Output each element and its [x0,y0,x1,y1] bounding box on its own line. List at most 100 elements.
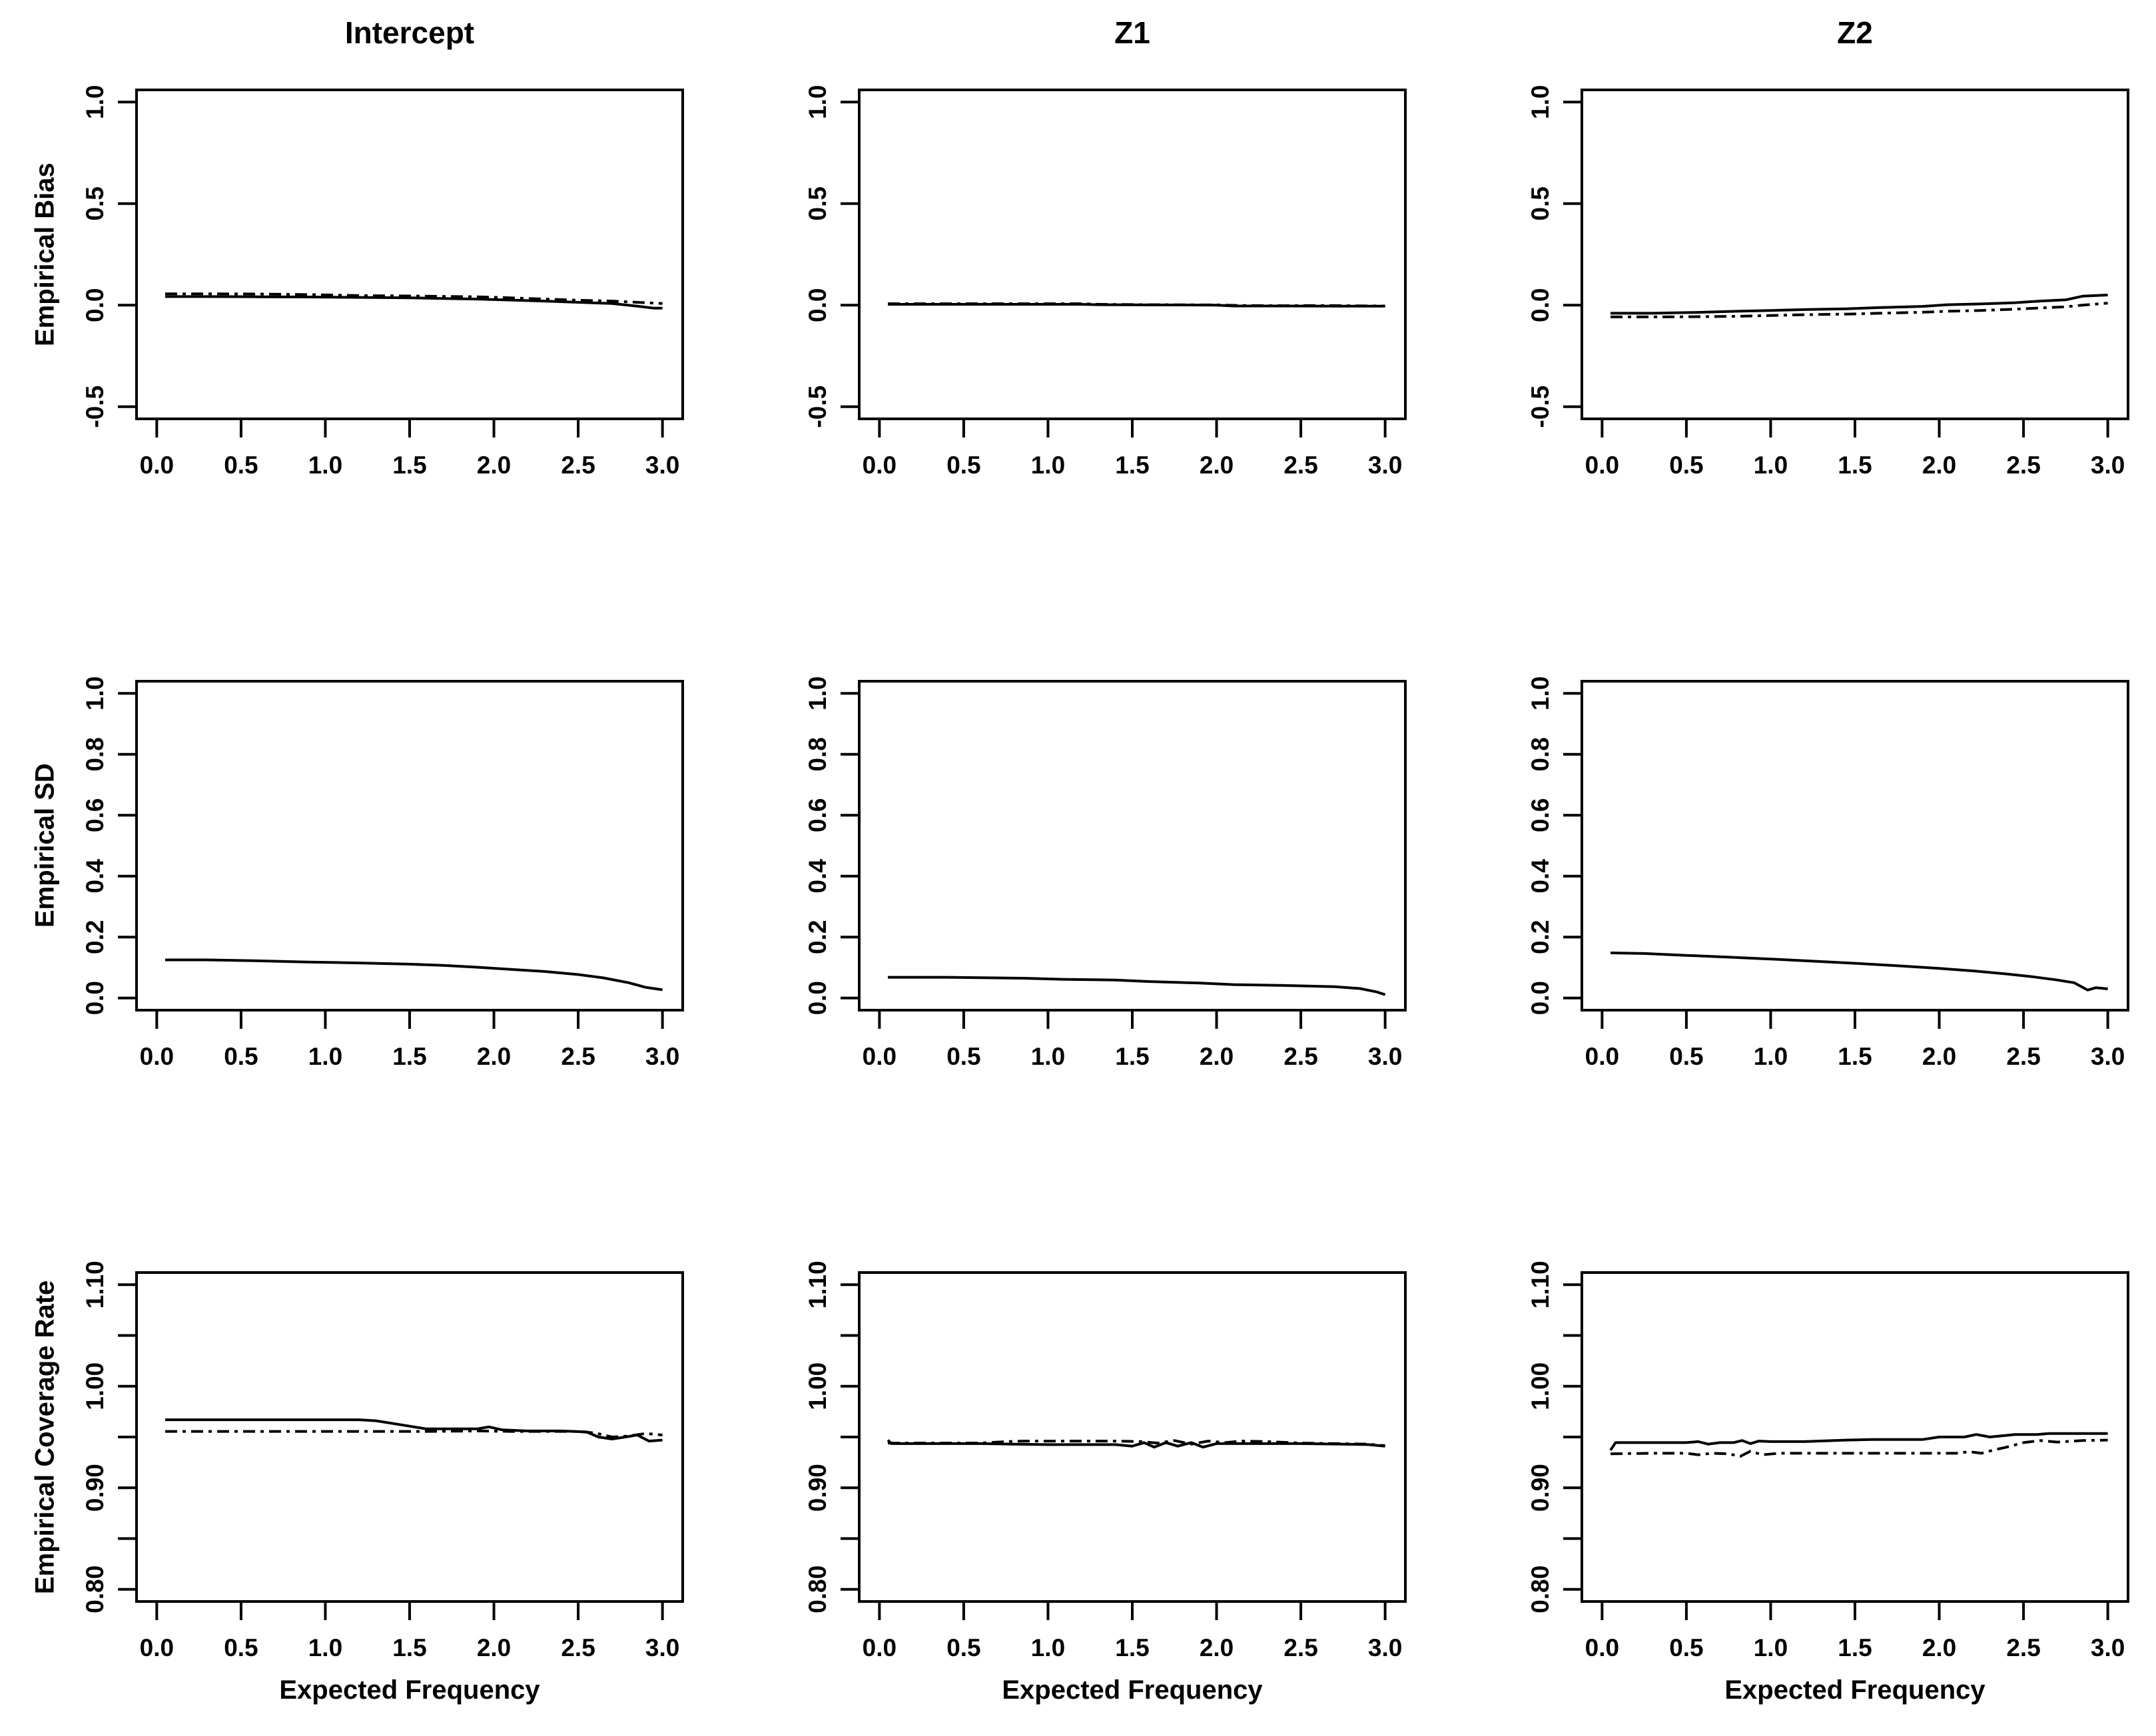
x-tick-label: 1.5 [392,1634,426,1661]
column-title-intercept: Intercept [344,15,475,50]
x-tick-label: 2.5 [1283,1634,1317,1661]
series-line-dotdash [165,292,663,305]
y-tick-label: 1.0 [81,677,109,711]
panel-z2-bias: 0.0 0.5 1.0 1.5 2.0 2.5 3.0 -0.5 0.0 0.5 1.0 [1527,85,2129,479]
series-line-solid [165,958,663,992]
x-tick-label: 1.5 [1115,451,1149,479]
x-tick-label: 3.0 [1368,1043,1402,1070]
x-axis-label-expected-frequency: Expected Frequency [1002,1675,1263,1705]
y-tick-label: 0.90 [1527,1464,1554,1512]
panel-z1-coverage: 0.0 0.5 1.0 1.5 2.0 2.5 3.0 0.80 0.90 1.00 1.10 [804,1261,1407,1661]
series-line-solid [165,1418,663,1443]
x-tick-label: 2.0 [477,1634,511,1661]
x-tick-label: 1.0 [1754,1043,1788,1070]
series-line-solid [888,976,1386,996]
x-tick-label: 3.0 [1368,1634,1402,1661]
x-tick-label: 1.5 [1115,1634,1149,1661]
x-tick-label: 0.0 [140,451,174,479]
x-tick-label: 0.5 [224,1634,258,1661]
x-tick-label: 2.0 [1922,1634,1956,1661]
y-tick-label: 0.5 [804,186,831,220]
y-axis-label-empirical-bias: Empirical Bias [30,162,60,346]
x-tick-label: 0.0 [140,1634,174,1661]
x-tick-label: 0.0 [863,1043,897,1070]
x-tick-label: 0.5 [224,1043,258,1070]
y-tick-label: 0.80 [81,1566,109,1613]
x-tick-label: 2.5 [561,451,595,479]
x-tick-label: 2.5 [2006,1634,2040,1661]
y-tick-label: 0.6 [1527,798,1554,832]
x-tick-label: 0.5 [224,451,258,479]
series-line-solid [165,295,663,310]
series-line-dotdash [165,1429,663,1438]
panel-z2-sd: 0.0 0.5 1.0 1.5 2.0 2.5 3.0 0.0 0.2 0.4 0.6 0.8 1.0 [1527,677,2129,1070]
series-line-solid [1611,294,2108,315]
x-tick-label: 0.5 [1669,1043,1703,1070]
column-title-z1: Z1 [1114,15,1150,50]
y-tick-label: 0.2 [81,920,109,954]
y-tick-label: 0.5 [81,186,109,220]
x-tick-label: 2.0 [477,1043,511,1070]
x-tick-label: 1.5 [1115,1043,1149,1070]
plot-box [858,89,1407,420]
plot-box [1581,89,2129,420]
x-tick-label: 1.0 [308,451,342,479]
x-tick-label: 1.5 [1838,1043,1872,1070]
plot-box [1581,1271,2129,1603]
y-tick-label: 1.10 [1527,1261,1554,1308]
y-tick-label: 0.0 [804,288,831,322]
y-tick-label: 1.0 [1527,677,1554,711]
x-tick-label: 0.0 [863,451,897,479]
y-tick-label: 1.00 [804,1362,831,1410]
x-tick-label: 2.5 [561,1634,595,1661]
y-tick-label: 1.10 [81,1261,109,1308]
x-tick-label: 3.0 [1368,451,1402,479]
y-tick-label: 0.6 [804,798,831,832]
x-tick-label: 0.5 [946,1043,980,1070]
panel-z1-sd: 0.0 0.5 1.0 1.5 2.0 2.5 3.0 0.0 0.2 0.4 0.6 0.8 1.0 [804,677,1407,1070]
y-tick-label: 1.0 [804,85,831,119]
plot-box [1581,680,2129,1012]
x-tick-label: 1.5 [392,451,426,479]
y-tick-label: 0.90 [81,1464,109,1512]
x-tick-label: 0.0 [1585,1634,1619,1661]
x-tick-label: 1.0 [1754,451,1788,479]
series-line-dotdash [1610,1438,2108,1458]
x-tick-label: 0.0 [863,1634,897,1661]
x-tick-label: 1.0 [308,1043,342,1070]
x-tick-label: 1.0 [1031,1043,1065,1070]
plot-box [858,680,1407,1012]
x-tick-label: 2.0 [1200,1634,1234,1661]
x-tick-label: 0.0 [1585,451,1619,479]
y-tick-label: -0.5 [81,386,109,428]
y-tick-label: 1.0 [81,85,109,119]
y-tick-label: 0.0 [804,981,831,1015]
y-tick-label: 1.0 [804,677,831,711]
x-tick-label: 2.0 [1922,451,1956,479]
y-tick-label: -0.5 [1527,386,1554,428]
x-tick-label: 2.5 [1283,451,1317,479]
y-tick-label: 0.2 [804,920,831,954]
panel-z2-coverage: 0.0 0.5 1.0 1.5 2.0 2.5 3.0 0.80 0.90 1.00 1.10 [1527,1261,2129,1661]
y-axis-label-empirical-sd: Empirical SD [30,763,60,928]
x-tick-label: 0.5 [1669,451,1703,479]
column-title-z2: Z2 [1837,15,1873,50]
y-tick-label: 0.8 [81,737,109,771]
x-tick-label: 2.0 [1200,1043,1234,1070]
panel-intercept-bias: 0.0 0.5 1.0 1.5 2.0 2.5 3.0 -0.5 0.0 0.5 1.0 [81,85,684,479]
x-tick-label: 2.0 [1922,1043,1956,1070]
panel-intercept-sd: 0.0 0.5 1.0 1.5 2.0 2.5 3.0 0.0 0.2 0.4 0.6 0.8 1.0 [81,677,684,1070]
x-tick-label: 0.5 [946,451,980,479]
y-tick-label: 0.8 [804,737,831,771]
series-line-solid [1610,952,2108,992]
x-tick-label: 3.0 [645,1634,679,1661]
x-tick-label: 3.0 [645,1043,679,1070]
y-tick-label: 0.2 [1527,920,1554,954]
x-tick-label: 0.5 [1669,1634,1703,1661]
y-tick-label: 0.0 [81,981,109,1015]
y-axis-label-empirical-coverage-rate: Empirical Coverage Rate [30,1280,60,1594]
series-line-solid [887,1439,1385,1449]
series-line-dotdash [1611,302,2108,318]
x-tick-label: 1.5 [1838,451,1872,479]
